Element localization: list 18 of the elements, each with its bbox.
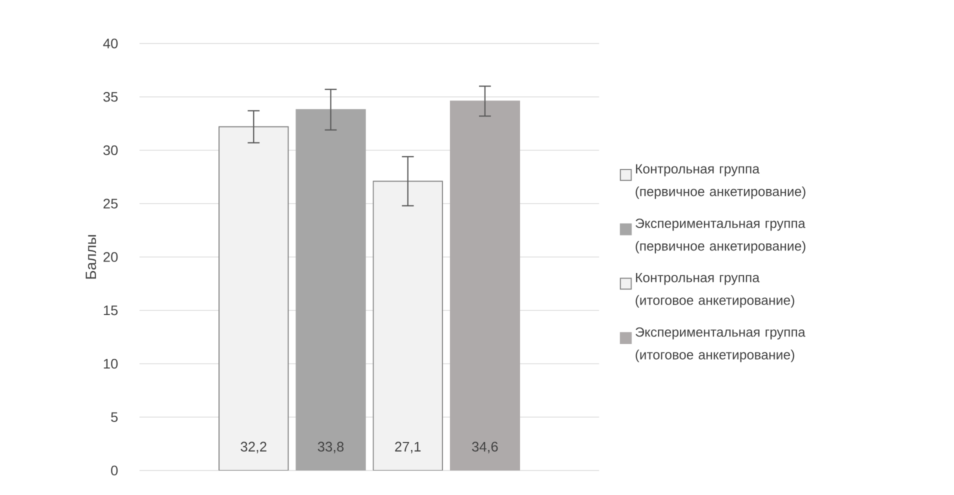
y-tick-label: 20 (104, 252, 118, 262)
y-tick-label: 40 (103, 38, 118, 48)
legend-label: Экспериментальная группа (итоговое анкетирование) (636, 327, 806, 362)
y-tick-label: 35 (103, 92, 118, 102)
y-tick-label: 10 (104, 358, 118, 369)
y-tick-label: 15 (104, 305, 118, 316)
legend-label: Экспериментальная группа (первичное анкетирование) (636, 218, 806, 254)
data-label: 32,2 (240, 442, 266, 454)
data-label: 27,1 (395, 442, 421, 454)
y-tick-label: 30 (103, 145, 118, 156)
y-axis-title: Баллы (86, 235, 96, 279)
data-label: 34,6 (472, 442, 498, 454)
y-tick-label: 25 (104, 198, 118, 208)
legend-label: Контрольная группа (первичное анкетирование) (636, 164, 806, 199)
data-label: 33,8 (318, 442, 344, 454)
y-tick-label: 5 (111, 412, 118, 422)
legend-label: Контрольная группа (итоговое анкетирование) (636, 272, 794, 308)
y-tick-label: 0 (111, 466, 118, 476)
